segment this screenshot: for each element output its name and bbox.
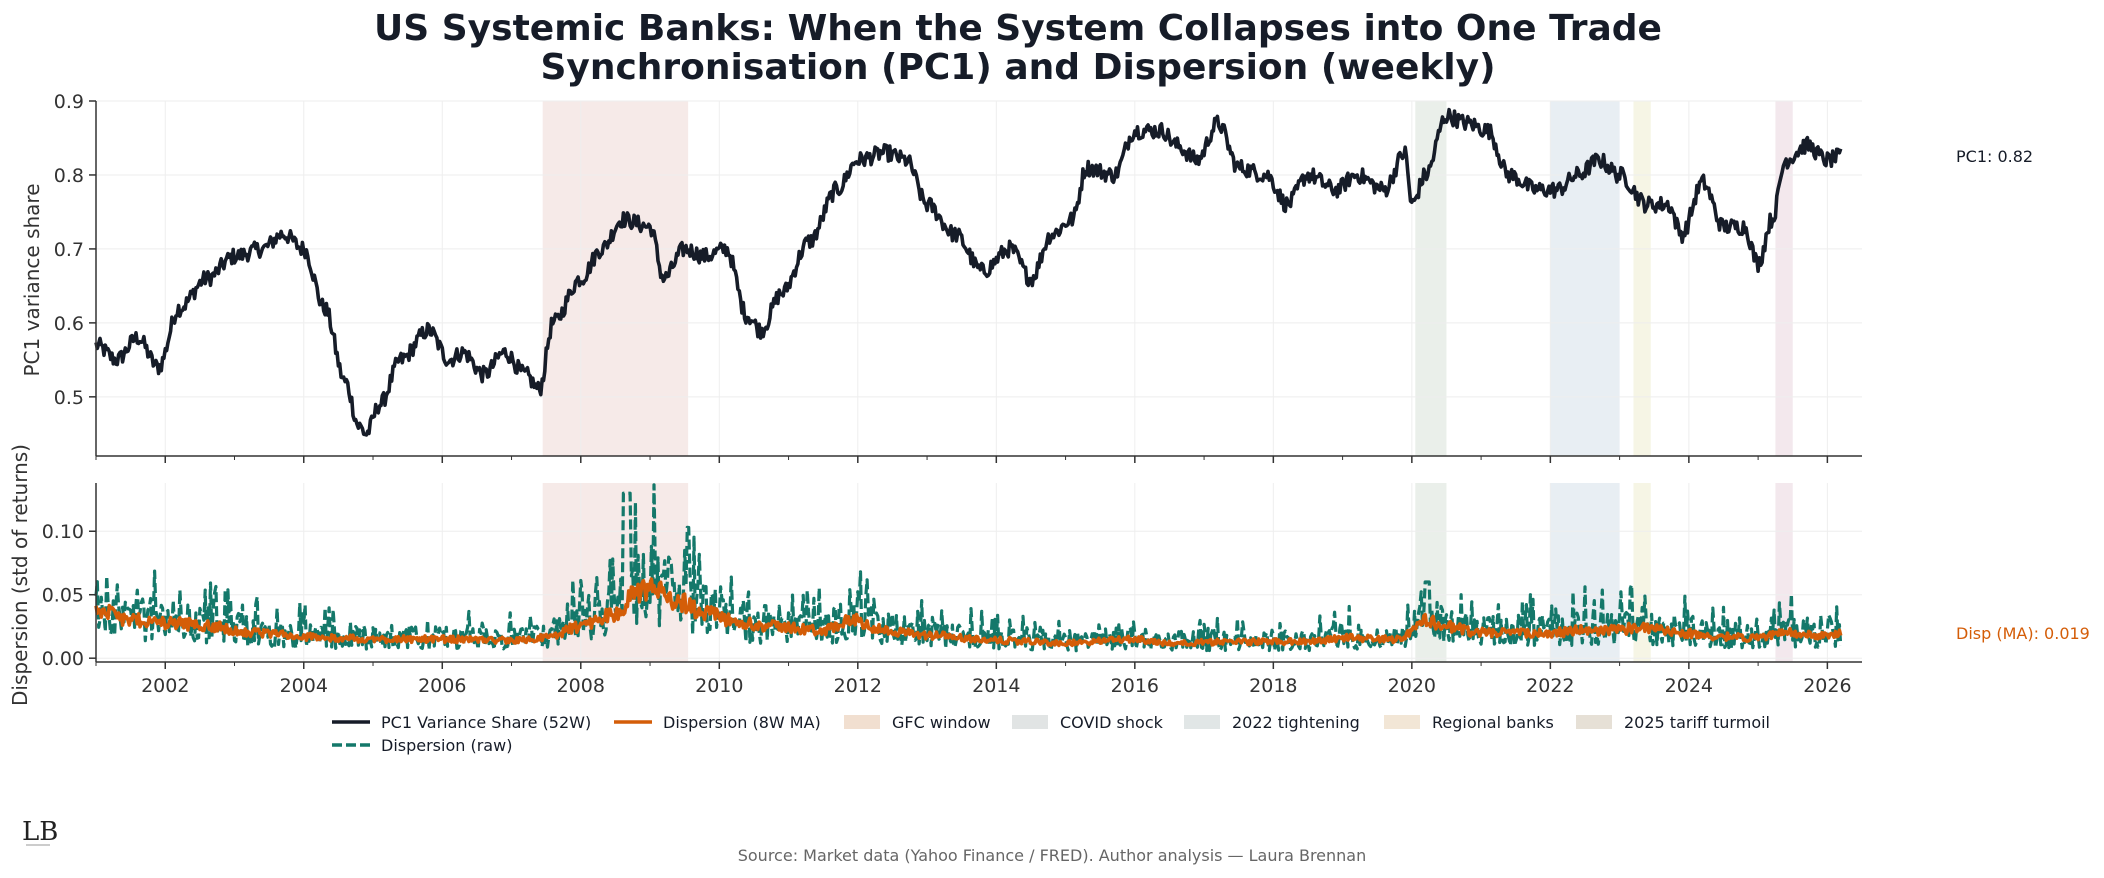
x-tick-label-0: 2002	[141, 675, 189, 697]
x-tick-label-2: 2006	[418, 675, 466, 697]
legend-item-pc1: PC1 Variance Share (52W)	[332, 713, 591, 732]
dispersion-y-tick-label-2: 0.10	[42, 521, 84, 543]
legend-item-tightening: 2022 tightening	[1184, 713, 1360, 732]
x-tick-label-7: 2016	[1111, 675, 1159, 697]
legend-item-covid: COVID shock	[1012, 713, 1164, 732]
legend-label-tariff: 2025 tariff turmoil	[1624, 713, 1770, 732]
dispersion-raw-line	[94, 483, 1843, 653]
shade-top-1	[1415, 101, 1447, 456]
legend-item-tariff: 2025 tariff turmoil	[1576, 713, 1770, 732]
x-tick-label-6: 2014	[972, 675, 1020, 697]
x-tick-label-5: 2012	[834, 675, 882, 697]
source-note: Source: Market data (Yahoo Finance / FRE…	[738, 846, 1367, 865]
shade-top-3	[1633, 101, 1651, 456]
x-tick-label-3: 2008	[557, 675, 605, 697]
dispersion-shaded-windows	[542, 483, 1793, 662]
x-tick-label-10: 2022	[1526, 675, 1574, 697]
legend-label-tightening: 2022 tightening	[1232, 713, 1360, 732]
title-line-2: Synchronisation (PC1) and Dispersion (we…	[540, 47, 1495, 88]
x-tick-label-4: 2010	[695, 675, 743, 697]
pc1-y-tick-label-3: 0.8	[54, 165, 84, 187]
legend-label-covid: COVID shock	[1060, 713, 1164, 732]
legend-item-regional: Regional banks	[1384, 713, 1554, 732]
x-tick-label-11: 2024	[1665, 675, 1713, 697]
dispersion-y-tick-label-0: 0.00	[42, 648, 84, 670]
dispersion-annotation: Disp (MA): 0.019	[1956, 624, 2090, 643]
x-tick-label-8: 2018	[1249, 675, 1297, 697]
dispersion-ma-line	[94, 577, 1843, 648]
legend-item-gfc: GFC window	[844, 713, 991, 732]
legend-label-gfc: GFC window	[892, 713, 991, 732]
legend-item-ma: Dispersion (8W MA)	[614, 713, 821, 732]
pc1-y-tick-label-1: 0.6	[54, 313, 84, 335]
author-logo: LB	[22, 817, 58, 847]
legend-label-ma: Dispersion (8W MA)	[663, 713, 821, 732]
pc1-line	[94, 107, 1843, 437]
x-tick-label-9: 2020	[1388, 675, 1436, 697]
dispersion-panel: 0.00 0.05 0.10 2002 2004 2006 2008 2010 2012 2014…	[8, 444, 2090, 706]
legend: PC1 Variance Share (52W) Dispersion (8W …	[332, 713, 1770, 755]
shade-top-2	[1550, 101, 1620, 456]
dispersion-axes: 0.00 0.05 0.10 2002 2004 2006 2008 2010 2012 2014…	[42, 483, 1862, 697]
pc1-panel: 0.5 0.6 0.7 0.8 0.9 PC1 variance share PC1: …	[20, 91, 2033, 463]
pc1-y-tick-label-2: 0.7	[54, 239, 84, 261]
dispersion-y-axis-title: Dispersion (std of returns)	[8, 444, 32, 706]
logo-monogram: LB	[22, 817, 58, 847]
shade-bottom-1	[1415, 483, 1447, 662]
pc1-annotation: PC1: 0.82	[1956, 147, 2033, 166]
x-tick-label-12: 2026	[1803, 675, 1851, 697]
chart-title: US Systemic Banks: When the System Colla…	[374, 8, 1662, 88]
pc1-y-tick-label-4: 0.9	[54, 91, 84, 113]
shade-top-4	[1775, 101, 1793, 456]
pc1-y-tick-label-0: 0.5	[54, 387, 84, 409]
legend-label-pc1: PC1 Variance Share (52W)	[381, 713, 591, 732]
legend-label-raw: Dispersion (raw)	[381, 736, 512, 755]
x-tick-label-1: 2004	[280, 675, 328, 697]
pc1-axes: 0.5 0.6 0.7 0.8 0.9	[54, 91, 1862, 463]
pc1-y-axis-title: PC1 variance share	[20, 183, 44, 376]
title-line-1: US Systemic Banks: When the System Colla…	[374, 8, 1662, 49]
dispersion-y-tick-label-1: 0.05	[42, 585, 84, 607]
legend-item-raw: Dispersion (raw)	[332, 736, 512, 755]
legend-label-regional: Regional banks	[1432, 713, 1554, 732]
